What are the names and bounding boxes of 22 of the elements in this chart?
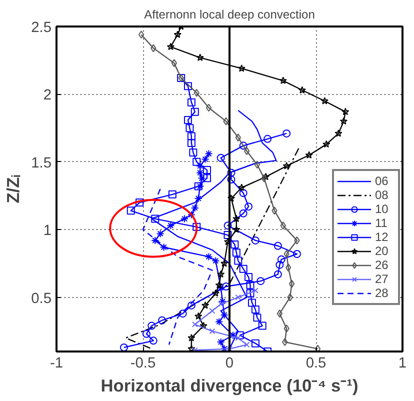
x-tick-label: 0.5 — [306, 356, 326, 372]
y-tick-label: 2 — [43, 88, 52, 104]
legend-label: 10 — [375, 202, 390, 216]
chart-title: Afternonn local deep convection — [144, 8, 315, 22]
y-tick-label: 2.5 — [31, 20, 52, 36]
x-tick-label: 0 — [225, 356, 234, 372]
legend-label: 26 — [375, 258, 390, 272]
x-tick-label: 1 — [398, 356, 407, 372]
legend-label: 11 — [375, 216, 388, 230]
y-tick-label: 1 — [43, 223, 52, 240]
x-axis-title: Horizontal divergence (10⁻⁴ s⁻¹) — [100, 376, 358, 396]
x-tick-label: -1 — [50, 356, 64, 372]
legend-label: 27 — [375, 272, 390, 286]
x-tick-label: -0.5 — [130, 356, 156, 372]
legend-label: 12 — [375, 230, 390, 244]
y-tick-label: 0.5 — [31, 290, 52, 307]
legend-label: 06 — [375, 174, 390, 188]
y-tick-label: 1.5 — [31, 155, 52, 172]
y-axis-title: Z/Zᵢ — [3, 174, 24, 204]
legend-label: 08 — [375, 188, 390, 202]
legend-label: 20 — [375, 244, 390, 258]
legend-label: 28 — [375, 286, 390, 300]
